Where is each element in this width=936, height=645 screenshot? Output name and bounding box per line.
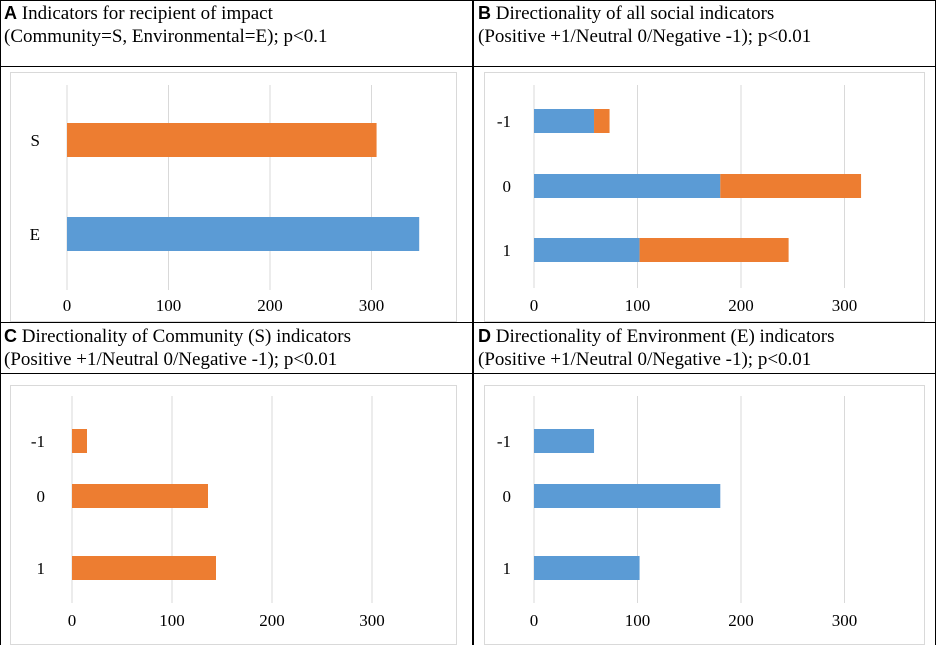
panel-b-title-line1: Directionality of all social indicators bbox=[495, 3, 775, 24]
panel-d-plot-area bbox=[484, 385, 925, 645]
panel-a-title: A Indicators for recipient of impact (Co… bbox=[4, 2, 327, 48]
panel-c-title-line2: (Positive +1/Neutral 0/Negative -1); p<0… bbox=[4, 349, 338, 370]
panel-a-x-tick-label: 300 bbox=[359, 296, 385, 315]
grid-border-left bbox=[0, 0, 1, 645]
panel-b: B Directionality of all social indicator… bbox=[474, 0, 935, 322]
panel-c: C Directionality of Community (S) indica… bbox=[0, 323, 472, 645]
panel-b-bar-0-series-0 bbox=[534, 174, 721, 198]
panel-d-bar-1-series-0 bbox=[534, 556, 640, 580]
panel-a-chart: 0 100 200 300 S E bbox=[30, 85, 420, 315]
panel-d-category-label: -1 bbox=[497, 432, 511, 451]
grid-border-upper-heading bbox=[0, 66, 936, 67]
panel-b-x-tick-label: 100 bbox=[625, 296, 651, 315]
panel-c-title: C Directionality of Community (S) indica… bbox=[4, 325, 351, 371]
panel-d-letter: D bbox=[478, 326, 491, 346]
panel-d: D Directionality of Environment (E) indi… bbox=[474, 323, 935, 645]
panel-b-bar--1-series-0 bbox=[534, 109, 595, 133]
panel-c-x-tick-label: 100 bbox=[159, 611, 185, 630]
panel-a-x-tick-label: 200 bbox=[257, 296, 283, 315]
panel-d-title-line1: Directionality of Environment (E) indica… bbox=[495, 326, 835, 347]
grid-border-middle-top bbox=[0, 322, 936, 323]
panel-c-category-label: -1 bbox=[31, 432, 45, 451]
panel-b-title: B Directionality of all social indicator… bbox=[478, 2, 811, 48]
grid-border-middle-bottom bbox=[0, 373, 936, 374]
panel-d-bar-0-series-0 bbox=[534, 484, 721, 508]
panel-b-bar-1-series-0 bbox=[534, 238, 640, 262]
panel-a-category-label: E bbox=[30, 225, 40, 244]
panel-b-bar--1-series-1 bbox=[594, 109, 610, 133]
panel-c-chart: 0 100 200 300 -1 0 1 bbox=[31, 396, 385, 630]
panel-c-bar--1-series-0 bbox=[72, 429, 87, 453]
panel-d-title: D Directionality of Environment (E) indi… bbox=[478, 325, 834, 371]
panel-a: A Indicators for recipient of impact (Co… bbox=[0, 0, 472, 322]
panel-b-category-label: -1 bbox=[497, 112, 511, 131]
panel-b-category-label: 0 bbox=[503, 177, 512, 196]
panel-b-category-label: 1 bbox=[503, 241, 512, 260]
panel-c-x-tick-label: 300 bbox=[359, 611, 385, 630]
panel-b-bar-0-series-1 bbox=[720, 174, 862, 198]
panel-b-x-tick-label: 0 bbox=[530, 296, 539, 315]
panel-d-chart: 0 100 200 300 -1 0 1 bbox=[497, 396, 858, 630]
panel-c-category-label: 0 bbox=[37, 487, 46, 506]
grid-border-center bbox=[472, 0, 474, 645]
panel-a-bar-E-series-1 bbox=[67, 217, 420, 251]
grid-border-top bbox=[0, 0, 936, 1]
panel-a-title-line1: Indicators for recipient of impact bbox=[21, 3, 273, 24]
panel-c-title-line1: Directionality of Community (S) indicato… bbox=[21, 326, 352, 347]
panel-d-x-tick-label: 100 bbox=[625, 611, 651, 630]
panel-a-title-line2: (Community=S, Environmental=E); p<0.1 bbox=[4, 26, 328, 47]
panel-a-x-tick-label: 0 bbox=[63, 296, 72, 315]
panel-c-category-label: 1 bbox=[37, 559, 46, 578]
panel-d-x-tick-label: 300 bbox=[832, 611, 858, 630]
panel-c-bar-0-series-0 bbox=[72, 484, 208, 508]
panel-c-x-tick-label: 0 bbox=[68, 611, 77, 630]
panel-d-x-tick-label: 0 bbox=[530, 611, 539, 630]
panel-d-bar--1-series-0 bbox=[534, 429, 595, 453]
panel-a-category-label: S bbox=[31, 131, 40, 150]
panel-b-letter: B bbox=[478, 3, 491, 23]
panel-b-bar-1-series-1 bbox=[639, 238, 789, 262]
panel-c-letter: C bbox=[4, 326, 17, 346]
panel-d-x-tick-label: 200 bbox=[728, 611, 754, 630]
panel-b-x-tick-label: 300 bbox=[832, 296, 858, 315]
panel-c-x-tick-label: 200 bbox=[259, 611, 285, 630]
panel-b-title-line2: (Positive +1/Neutral 0/Negative -1); p<0… bbox=[478, 26, 812, 47]
panel-d-title-line2: (Positive +1/Neutral 0/Negative -1); p<0… bbox=[478, 349, 812, 370]
panel-a-bar-S-series-0 bbox=[67, 123, 377, 157]
panel-d-category-label: 1 bbox=[503, 559, 512, 578]
panel-c-bar-1-series-0 bbox=[72, 556, 216, 580]
panel-a-letter: A bbox=[4, 3, 17, 23]
panel-a-plot-area bbox=[10, 72, 457, 322]
panel-d-category-label: 0 bbox=[503, 487, 512, 506]
panel-a-x-tick-label: 100 bbox=[156, 296, 182, 315]
panel-b-x-tick-label: 200 bbox=[728, 296, 754, 315]
panel-b-chart: 0 100 200 300 -1 0 1 bbox=[497, 85, 862, 315]
